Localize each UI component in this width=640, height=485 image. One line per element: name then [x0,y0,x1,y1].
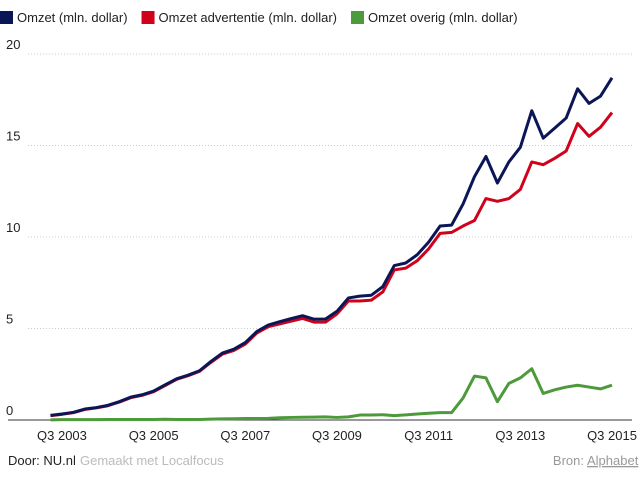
legend-label: Omzet overig (mln. dollar) [368,10,518,25]
legend-label: Omzet advertentie (mln. dollar) [159,10,337,25]
series-line [50,76,614,417]
footer-source-label: Bron: [553,453,584,468]
x-tick-label: Q3 2007 [220,428,270,443]
x-tick-label: Q3 2011 [404,428,453,443]
y-tick-label: 15 [6,129,20,144]
y-tick-label: 5 [6,312,13,327]
x-tick-label: Q3 2009 [312,428,362,443]
series-line [50,367,613,422]
footer-maker: Gemaakt met Localfocus [80,453,224,468]
legend-swatch [141,11,155,24]
x-tick-label: Q3 2013 [495,428,545,443]
y-tick-label: 0 [6,403,13,418]
x-tick-label: Q3 2015 [587,428,637,443]
footer-author: Door: NU.nl [8,453,76,468]
y-tick-label: 10 [6,220,20,235]
legend-label: Omzet (mln. dollar) [17,10,128,25]
legend-swatch [0,11,13,24]
x-tick-label: Q3 2005 [129,428,179,443]
y-tick-label: 20 [6,37,20,52]
x-tick-label: Q3 2003 [37,428,87,443]
legend-swatch [350,11,364,24]
footer-source-link[interactable]: Alphabet [587,453,639,468]
